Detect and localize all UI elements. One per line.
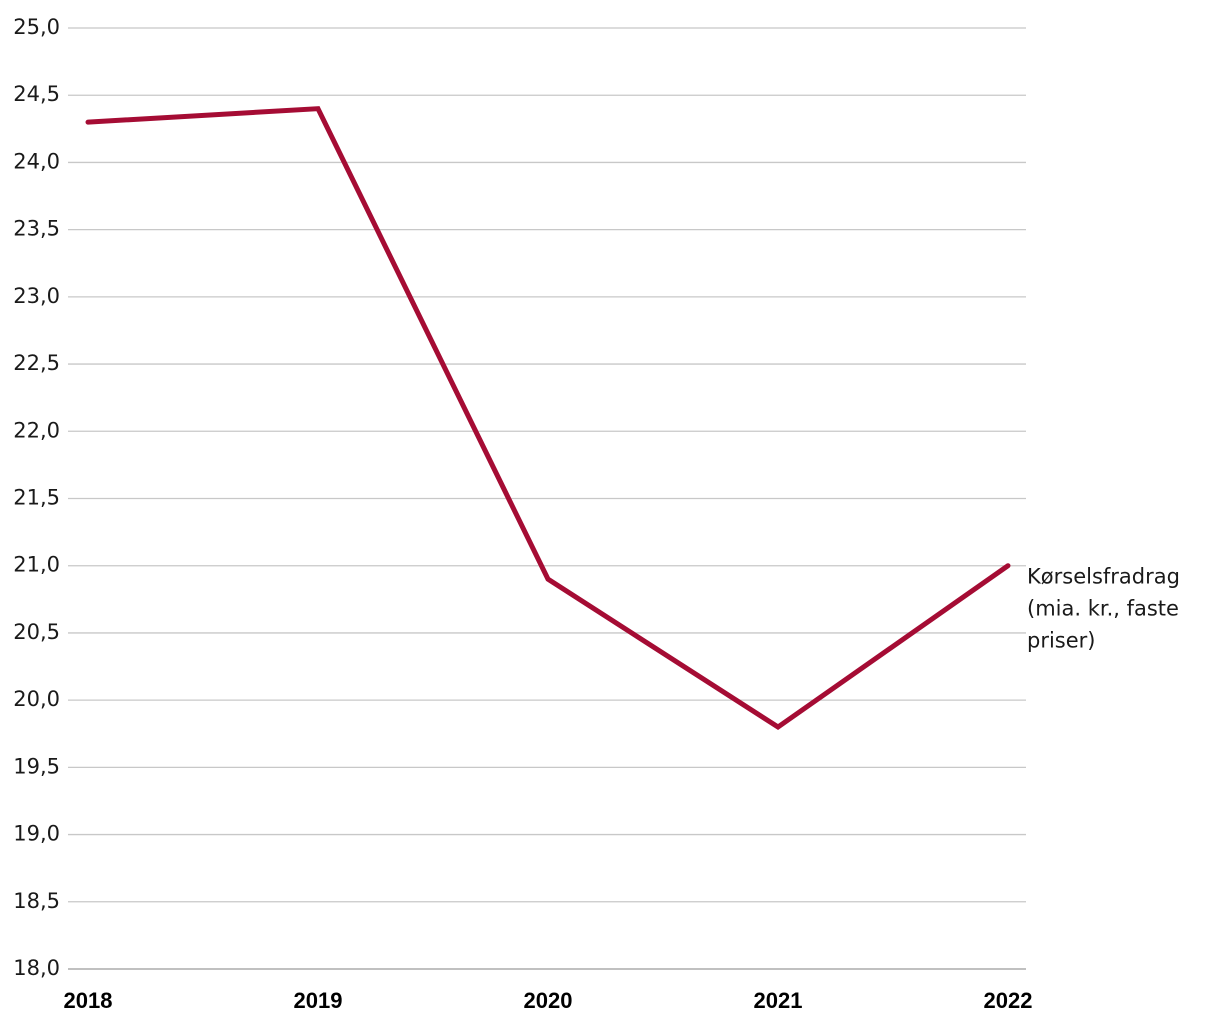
y-tick-label: 24,5 (13, 82, 60, 106)
y-tick-label: 20,5 (13, 620, 60, 644)
series-line (85, 106, 1011, 731)
y-tick-label: 19,0 (13, 822, 60, 846)
x-tick-label: 2021 (754, 988, 803, 1013)
y-tick-label: 23,5 (13, 217, 60, 241)
y-axis-tick-labels: 18,0 18,5 19,0 19,5 20,0 20,5 21,0 21,5 22,0 22,5… (13, 15, 60, 980)
x-tick-label: 2019 (294, 988, 343, 1013)
y-tick-label: 24,0 (13, 149, 60, 173)
series-group (85, 106, 1011, 731)
y-tick-label: 25,0 (13, 15, 60, 39)
y-tick-label: 23,0 (13, 284, 60, 308)
x-tick-label: 2018 (64, 988, 113, 1013)
y-tick-label: 19,5 (13, 754, 60, 778)
y-tick-label: 20,0 (13, 687, 60, 711)
x-tick-label: 2022 (984, 988, 1033, 1013)
y-tick-label: 18,5 (13, 889, 60, 913)
series-label: Kørselsfradrag (mia. kr., faste priser) (1027, 565, 1180, 653)
x-axis-tick-labels: 2018 2019 2020 2021 2022 (64, 988, 1033, 1013)
y-tick-label: 22,5 (13, 351, 60, 375)
y-tick-label: 21,5 (13, 486, 60, 510)
gridlines (68, 27, 1026, 970)
y-tick-label: 18,0 (13, 956, 60, 980)
y-tick-label: 22,0 (13, 418, 60, 442)
x-tick-label: 2020 (524, 988, 573, 1013)
series-labels: Kørselsfradrag (mia. kr., faste priser) (1027, 565, 1180, 653)
y-tick-label: 21,0 (13, 553, 60, 577)
